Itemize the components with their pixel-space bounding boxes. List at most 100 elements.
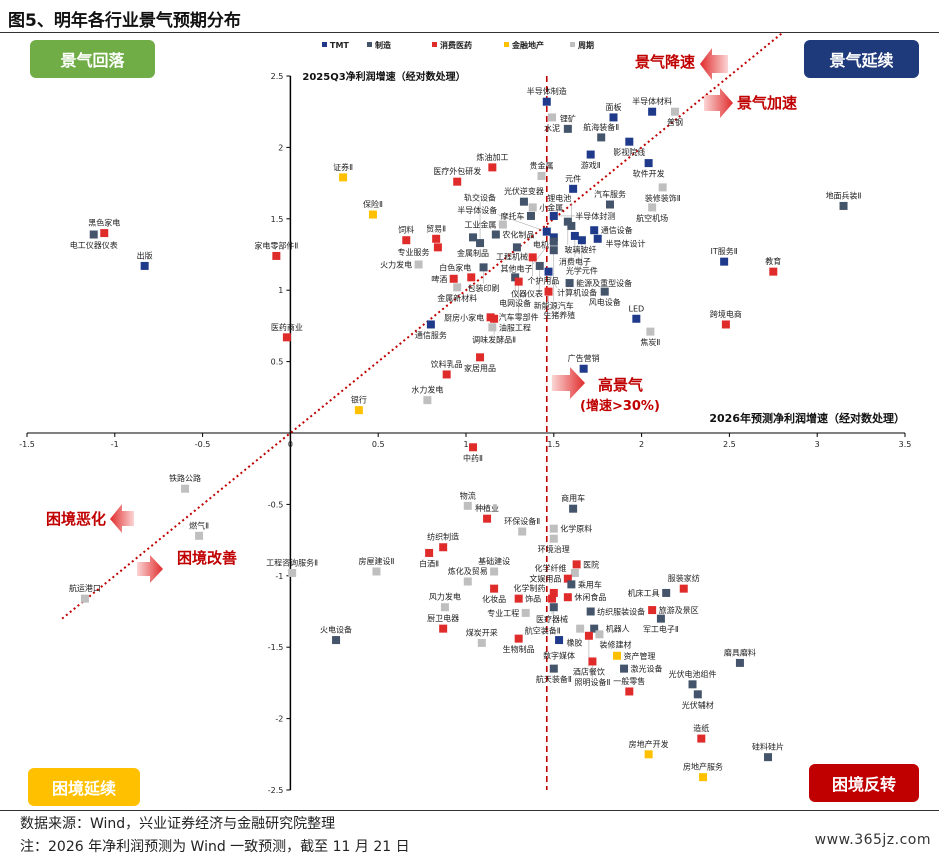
data-label: 医药商业: [271, 322, 303, 332]
data-point: [697, 734, 706, 743]
data-label: 包装印刷: [468, 283, 500, 293]
data-point: [514, 277, 523, 286]
data-label: 半导体设备: [457, 205, 497, 215]
data-point: [688, 680, 697, 689]
annotation-fast: 景气加速: [737, 94, 797, 112]
data-label: 医疗器械: [536, 614, 568, 624]
x-tick-label: 3: [815, 440, 820, 449]
data-label: 航天装备Ⅱ: [536, 674, 572, 684]
data-point: [572, 560, 581, 569]
data-label: 生猪养殖: [543, 310, 575, 320]
data-point: [613, 651, 622, 660]
data-point: [600, 287, 609, 296]
data-label: 航海装备Ⅱ: [583, 122, 619, 132]
data-point: [426, 320, 435, 329]
x-tick-label: 0.5: [372, 440, 385, 449]
data-point: [140, 261, 149, 270]
data-point: [488, 163, 497, 172]
data-label: 农化制品: [502, 230, 534, 240]
y-tick-label: -0.5: [268, 500, 284, 509]
data-label: 机床工具: [628, 588, 660, 598]
data-label: 黑色家电: [88, 218, 120, 228]
data-label: 计算机设备: [557, 287, 597, 297]
data-label: 玻璃玻纤: [565, 244, 597, 254]
data-point: [467, 273, 476, 282]
footnote: 注：2026 年净利润预测为 Wind 一致预测，截至 11 月 21 日: [20, 839, 410, 854]
data-point: [721, 320, 730, 329]
data-label: 环保设备Ⅱ: [504, 516, 540, 526]
data-label: 专业工程: [487, 608, 519, 618]
data-point: [449, 274, 458, 283]
data-label: 摩托车: [500, 211, 524, 221]
data-point: [584, 631, 593, 640]
data-label: 锂矿: [560, 113, 576, 123]
data-label: 种植业: [475, 503, 499, 513]
data-label: 新能源汽车: [534, 301, 574, 311]
data-point: [579, 364, 588, 373]
data-label: 家电零部件Ⅱ: [254, 240, 298, 250]
data-label: 纺织制造: [427, 532, 459, 542]
data-point: [593, 234, 602, 243]
data-label: 调味发酵品Ⅱ: [472, 334, 516, 344]
data-label: 通信设备: [601, 225, 633, 235]
data-label: LED: [628, 304, 644, 313]
data-point: [549, 588, 558, 597]
data-point: [549, 664, 558, 673]
data-point: [699, 773, 708, 782]
y-tick-label: 2: [278, 143, 283, 152]
data-label: 商用车: [561, 493, 585, 503]
data-label: IT服务Ⅱ: [711, 246, 738, 256]
x-tick-label: 2: [639, 440, 644, 449]
data-label: 照明设备Ⅱ: [574, 677, 610, 687]
data-point: [720, 257, 729, 266]
data-point: [272, 251, 281, 260]
y-axis-title: 2025Q3净利润增速（经对数处理）: [302, 70, 465, 83]
data-point: [519, 197, 528, 206]
data-point: [339, 173, 348, 182]
data-point: [590, 226, 599, 235]
data-label: 航空装备Ⅱ: [525, 625, 561, 635]
data-label: 通信服务: [415, 330, 447, 340]
data-point: [632, 314, 641, 323]
data-point: [670, 107, 679, 116]
data-point: [567, 580, 576, 589]
data-point: [477, 638, 486, 647]
data-point: [620, 664, 629, 673]
data-label: 一般零售: [613, 676, 645, 686]
data-point: [605, 200, 614, 209]
data-label: 旅游及景区: [659, 605, 699, 615]
data-point: [521, 608, 530, 617]
data-point: [439, 543, 448, 552]
data-point: [735, 658, 744, 667]
scatter-chart: -1.5 -1 -0.5 0 0.5 1 1.5 2 2.5 3 3.5 2.5 2 1.5 1 0.5 -0.…: [19, 32, 911, 795]
data-label: 电网设备: [499, 298, 531, 308]
data-label: 文娱用品: [529, 574, 561, 584]
data-point: [544, 287, 553, 296]
data-label: 工程机械: [496, 252, 528, 262]
data-label: 地面兵装Ⅱ: [826, 190, 862, 200]
y-tick-label: -2.5: [268, 786, 284, 795]
data-point: [512, 243, 521, 252]
data-label: 纺织服装设备: [597, 607, 645, 617]
data-label: 资产管理: [624, 651, 656, 661]
data-point: [662, 588, 671, 597]
data-label: 白色家电: [439, 262, 471, 272]
data-point: [548, 594, 557, 603]
data-point: [586, 607, 595, 616]
legend-label: 周期: [578, 40, 594, 50]
data-label: 仪器仪表: [511, 289, 543, 299]
data-label: 其他电子: [501, 264, 533, 274]
data-point: [595, 630, 604, 639]
annotation-slow: 景气降速: [635, 53, 695, 71]
data-point: [656, 614, 665, 623]
annotation-worse: 困境恶化: [46, 510, 106, 528]
data-point: [332, 636, 341, 645]
watermark: www.365jz.com: [814, 832, 931, 848]
data-point: [528, 253, 537, 262]
data-label: 银行: [351, 395, 367, 405]
data-label: 游戏Ⅱ: [581, 160, 601, 170]
data-point: [514, 634, 523, 643]
data-point: [549, 534, 558, 543]
data-point: [549, 246, 558, 255]
data-label: 金属制品: [457, 248, 489, 258]
